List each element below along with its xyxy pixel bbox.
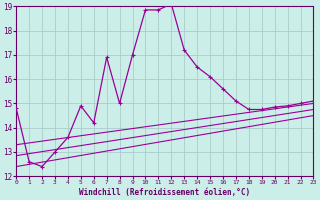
X-axis label: Windchill (Refroidissement éolien,°C): Windchill (Refroidissement éolien,°C) <box>79 188 250 197</box>
